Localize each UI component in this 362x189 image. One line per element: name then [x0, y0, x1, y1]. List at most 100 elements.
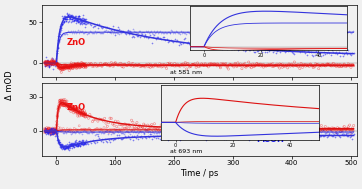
Point [59, 102, 65, 105]
Point [77, 110, 83, 113]
Point [49, 62, 55, 65]
Point [54, 129, 60, 132]
Point [69, 143, 75, 146]
Point [160, 65, 165, 68]
Point [253, 31, 259, 34]
Point [65, 66, 71, 69]
Point [43, 129, 49, 132]
Point [64, 130, 70, 133]
Point [240, 31, 246, 34]
Point [203, 126, 209, 129]
Point [157, 126, 163, 129]
Point [285, 64, 291, 67]
Point [81, 143, 87, 146]
Point [97, 127, 103, 130]
Point [173, 64, 178, 67]
Point [67, 131, 73, 134]
Point [77, 143, 83, 146]
Point [131, 64, 137, 67]
Point [66, 14, 72, 17]
Point [165, 130, 171, 133]
Point [338, 32, 344, 35]
Point [138, 65, 144, 68]
Point [64, 103, 70, 106]
Point [278, 130, 283, 133]
Point [232, 130, 238, 133]
Point [203, 139, 209, 142]
Point [77, 110, 83, 113]
Point [139, 136, 145, 139]
Point [261, 133, 267, 136]
Point [248, 66, 254, 69]
Point [168, 64, 173, 67]
Point [327, 127, 333, 130]
Point [104, 128, 110, 131]
Point [226, 43, 231, 46]
Point [185, 128, 190, 131]
Point [71, 146, 77, 149]
Point [76, 14, 82, 17]
Point [210, 126, 216, 129]
Point [345, 135, 351, 138]
Point [188, 31, 193, 34]
Point [165, 131, 171, 134]
Point [66, 147, 71, 150]
Point [207, 63, 212, 66]
Point [236, 134, 242, 137]
Point [241, 130, 247, 133]
Point [165, 64, 171, 67]
Point [57, 31, 63, 34]
Point [52, 128, 58, 131]
Point [212, 45, 218, 48]
Point [248, 30, 254, 33]
Point [49, 62, 55, 65]
Point [343, 128, 349, 131]
Point [91, 65, 97, 68]
Point [57, 102, 63, 105]
Point [67, 17, 73, 20]
Point [120, 30, 126, 33]
Point [346, 64, 352, 67]
Point [72, 63, 77, 66]
Point [197, 132, 203, 135]
Point [274, 134, 280, 137]
Point [240, 48, 246, 51]
Point [199, 135, 205, 138]
Point [62, 104, 67, 107]
Point [79, 64, 84, 67]
Point [147, 125, 153, 128]
Point [63, 103, 68, 106]
Point [130, 62, 136, 65]
Point [316, 63, 321, 66]
Point [168, 39, 173, 42]
Point [51, 61, 57, 64]
Point [219, 128, 225, 131]
Point [59, 23, 65, 26]
Point [81, 141, 87, 144]
Point [181, 62, 186, 65]
Point [74, 16, 80, 19]
Point [215, 130, 221, 133]
Point [102, 138, 108, 141]
Point [62, 17, 68, 20]
Point [88, 130, 94, 133]
Point [230, 129, 235, 132]
Point [73, 18, 79, 21]
Point [262, 128, 268, 131]
Point [46, 61, 52, 64]
Point [235, 127, 241, 130]
Point [50, 68, 55, 71]
Point [287, 65, 293, 68]
Point [51, 130, 57, 133]
Point [54, 131, 59, 134]
Point [77, 64, 83, 67]
Point [72, 143, 77, 146]
Point [58, 68, 64, 71]
Point [62, 144, 67, 147]
Point [219, 48, 224, 51]
Point [310, 66, 316, 69]
Point [323, 130, 329, 133]
Point [351, 124, 357, 127]
Point [122, 31, 128, 34]
Point [131, 125, 137, 128]
